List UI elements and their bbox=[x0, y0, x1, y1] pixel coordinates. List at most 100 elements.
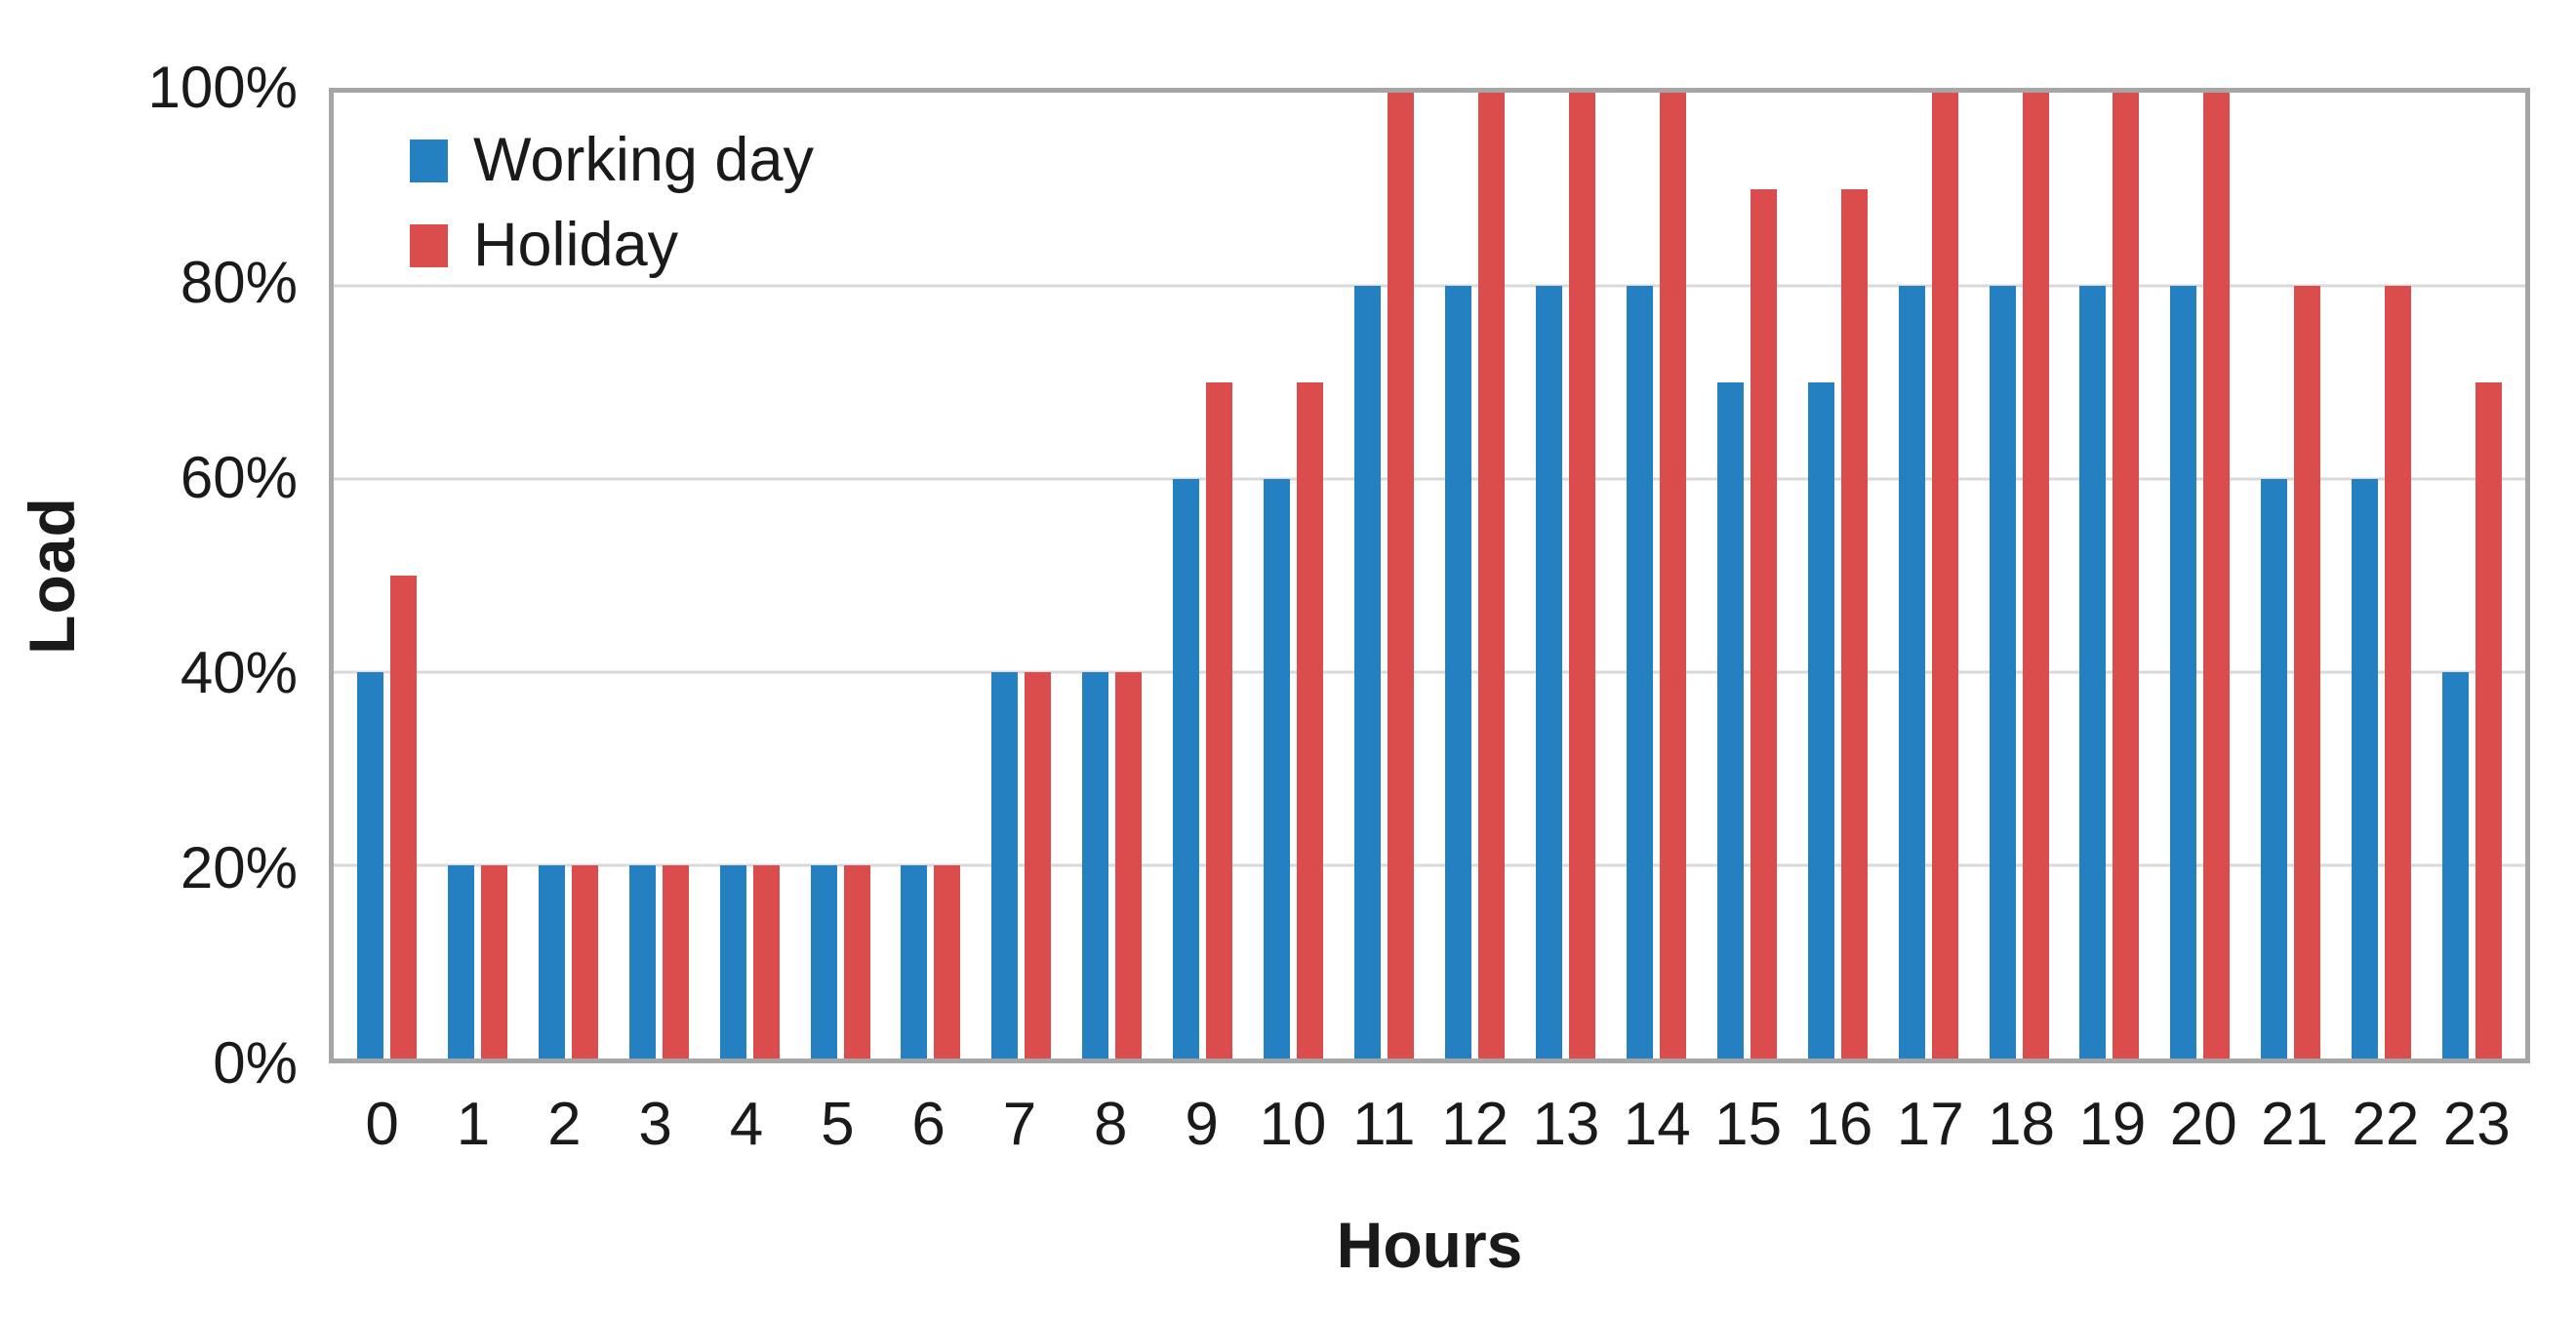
bar-holiday-hour-21 bbox=[2294, 286, 2321, 1058]
holiday-swatch-icon bbox=[410, 223, 448, 267]
x-tick-label-23: 23 bbox=[2442, 1091, 2511, 1158]
bar-working-day-hour-4 bbox=[719, 865, 746, 1058]
x-tick-label-12: 12 bbox=[1441, 1091, 1509, 1158]
legend-label-working-day: Working day bbox=[473, 126, 814, 194]
bar-working-day-hour-17 bbox=[1898, 286, 1925, 1058]
bar-holiday-hour-22 bbox=[2385, 286, 2412, 1058]
bar-group-hour-10 bbox=[1248, 93, 1339, 1058]
x-tick-label-5: 5 bbox=[821, 1091, 855, 1158]
bar-group-hour-15 bbox=[1702, 93, 1792, 1058]
x-axis-title: Hours bbox=[1336, 1209, 1523, 1281]
bar-group-hour-16 bbox=[1792, 93, 1883, 1058]
bar-holiday-hour-12 bbox=[1478, 93, 1506, 1058]
gridline-40 bbox=[334, 670, 2525, 674]
bar-working-day-hour-8 bbox=[1082, 672, 1109, 1058]
bar-holiday-hour-16 bbox=[1840, 189, 1868, 1058]
x-tick-label-4: 4 bbox=[729, 1091, 764, 1158]
x-tick-label-8: 8 bbox=[1094, 1091, 1128, 1158]
x-tick-label-1: 1 bbox=[456, 1091, 491, 1158]
bar-working-day-hour-3 bbox=[628, 865, 656, 1058]
bar-working-day-hour-13 bbox=[1535, 286, 1562, 1058]
x-tick-label-2: 2 bbox=[547, 1091, 582, 1158]
bar-group-hour-8 bbox=[1067, 93, 1157, 1058]
y-tick-label: 100% bbox=[147, 55, 298, 120]
x-tick-label-9: 9 bbox=[1185, 1091, 1219, 1158]
bar-group-hour-6 bbox=[886, 93, 977, 1058]
bar-holiday-hour-2 bbox=[571, 865, 598, 1058]
bar-group-hour-2 bbox=[523, 93, 614, 1058]
bar-holiday-hour-9 bbox=[1206, 382, 1233, 1058]
x-tick-label-15: 15 bbox=[1714, 1091, 1783, 1158]
x-tick-label-0: 0 bbox=[365, 1091, 399, 1158]
bar-holiday-hour-19 bbox=[2113, 93, 2140, 1058]
bars-container bbox=[334, 93, 2525, 1058]
bar-holiday-hour-15 bbox=[1750, 189, 1777, 1058]
bar-group-hour-17 bbox=[1883, 93, 1974, 1058]
bar-group-hour-21 bbox=[2245, 93, 2336, 1058]
bar-holiday-hour-11 bbox=[1388, 93, 1415, 1058]
x-tick-label-3: 3 bbox=[638, 1091, 672, 1158]
bar-working-day-hour-16 bbox=[1807, 382, 1834, 1058]
bar-group-hour-18 bbox=[1974, 93, 2065, 1058]
x-tick-label-18: 18 bbox=[1988, 1091, 2056, 1158]
y-tick-label: 60% bbox=[180, 445, 298, 510]
bar-working-day-hour-11 bbox=[1354, 286, 1382, 1058]
bar-holiday-hour-23 bbox=[2475, 382, 2503, 1058]
bar-group-hour-3 bbox=[614, 93, 704, 1058]
bar-group-hour-20 bbox=[2154, 93, 2245, 1058]
bar-holiday-hour-5 bbox=[843, 865, 870, 1058]
bar-group-hour-11 bbox=[1339, 93, 1429, 1058]
bar-working-day-hour-21 bbox=[2261, 479, 2288, 1058]
legend-label-holiday: Holiday bbox=[473, 211, 679, 279]
bar-working-day-hour-5 bbox=[810, 865, 837, 1058]
x-tick-label-20: 20 bbox=[2169, 1091, 2237, 1158]
bar-holiday-hour-13 bbox=[1568, 93, 1595, 1058]
bar-group-hour-14 bbox=[1611, 93, 1702, 1058]
bar-working-day-hour-7 bbox=[991, 672, 1019, 1058]
y-tick-label: 0% bbox=[213, 1030, 298, 1096]
bar-working-day-hour-12 bbox=[1445, 286, 1472, 1058]
bar-group-hour-22 bbox=[2336, 93, 2427, 1058]
y-tick-label: 20% bbox=[180, 835, 298, 900]
bar-group-hour-7 bbox=[976, 93, 1067, 1058]
bar-holiday-hour-14 bbox=[1659, 93, 1686, 1058]
bar-group-hour-13 bbox=[1520, 93, 1611, 1058]
bar-working-day-hour-23 bbox=[2442, 672, 2470, 1058]
x-tick-label-13: 13 bbox=[1532, 1091, 1600, 1158]
x-tick-label-21: 21 bbox=[2261, 1091, 2329, 1158]
x-tick-label-22: 22 bbox=[2352, 1091, 2420, 1158]
bar-working-day-hour-20 bbox=[2170, 286, 2197, 1058]
y-tick-label: 80% bbox=[180, 250, 298, 315]
x-tick-label-10: 10 bbox=[1259, 1091, 1327, 1158]
bar-group-hour-12 bbox=[1429, 93, 1520, 1058]
bar-group-hour-5 bbox=[795, 93, 886, 1058]
bar-working-day-hour-15 bbox=[1716, 382, 1744, 1058]
bar-working-day-hour-22 bbox=[2352, 479, 2379, 1058]
bar-working-day-hour-9 bbox=[1173, 479, 1200, 1058]
plot-area: Working day Holiday bbox=[329, 88, 2530, 1063]
legend-item-working-day: Working day bbox=[410, 130, 814, 191]
gridline-60 bbox=[334, 477, 2525, 481]
bar-holiday-hour-7 bbox=[1025, 672, 1052, 1058]
gridline-20 bbox=[334, 863, 2525, 867]
bar-holiday-hour-10 bbox=[1297, 382, 1324, 1058]
bar-holiday-hour-1 bbox=[480, 865, 507, 1058]
x-tick-label-16: 16 bbox=[1805, 1091, 1873, 1158]
bar-group-hour-0 bbox=[342, 93, 432, 1058]
x-axis-tick-labels: 0 1 2 3 4 5 6 7 8 9 10 11 12 13 14 15 16 17 18 19 20 21 22 23 bbox=[329, 1095, 2530, 1155]
x-tick-label-17: 17 bbox=[1896, 1091, 1964, 1158]
bar-working-day-hour-2 bbox=[538, 865, 565, 1058]
bar-working-day-hour-6 bbox=[901, 865, 928, 1058]
x-tick-label-7: 7 bbox=[1002, 1091, 1037, 1158]
bar-working-day-hour-18 bbox=[1989, 286, 2016, 1058]
x-tick-label-19: 19 bbox=[2078, 1091, 2147, 1158]
bar-working-day-hour-10 bbox=[1264, 479, 1291, 1058]
bar-group-hour-19 bbox=[2065, 93, 2155, 1058]
gridline-80 bbox=[334, 284, 2525, 288]
bar-holiday-hour-3 bbox=[662, 865, 689, 1058]
working-day-swatch-icon bbox=[410, 139, 448, 182]
x-tick-label-6: 6 bbox=[911, 1091, 946, 1158]
bar-holiday-hour-18 bbox=[2022, 93, 2049, 1058]
x-tick-label-14: 14 bbox=[1623, 1091, 1691, 1158]
bar-holiday-hour-20 bbox=[2203, 93, 2231, 1058]
